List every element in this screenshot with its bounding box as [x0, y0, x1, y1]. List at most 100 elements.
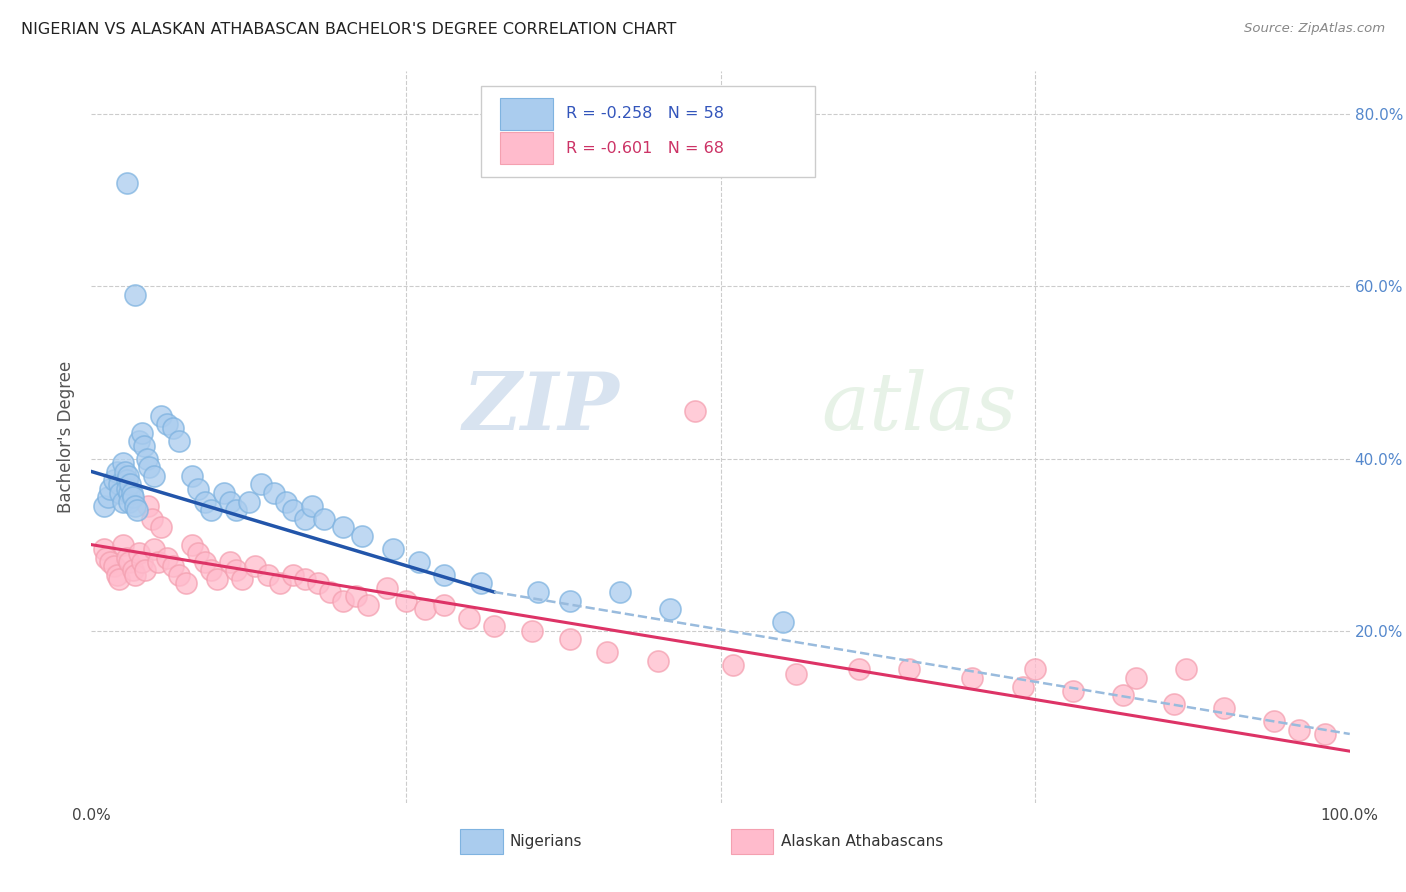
Point — [131, 425, 153, 440]
Point — [125, 503, 148, 517]
Point — [115, 176, 138, 190]
Point — [307, 576, 329, 591]
Point — [527, 585, 550, 599]
Point — [181, 538, 204, 552]
Point — [314, 512, 336, 526]
Point — [187, 482, 209, 496]
Point — [124, 499, 146, 513]
Point — [124, 567, 146, 582]
Point — [332, 520, 354, 534]
Point — [457, 611, 479, 625]
Point — [1212, 701, 1236, 715]
Point — [122, 564, 145, 578]
FancyBboxPatch shape — [501, 98, 553, 130]
Point — [108, 477, 131, 491]
Point — [146, 555, 169, 569]
Point — [124, 288, 146, 302]
Point — [105, 465, 128, 479]
Point — [231, 572, 253, 586]
Point — [194, 555, 217, 569]
Point — [375, 581, 398, 595]
Point — [120, 477, 142, 491]
Point — [395, 593, 418, 607]
Point — [122, 491, 145, 505]
Text: Source: ZipAtlas.com: Source: ZipAtlas.com — [1244, 22, 1385, 36]
Point — [1175, 662, 1198, 676]
Point — [143, 468, 166, 483]
Point — [294, 512, 316, 526]
Point — [169, 434, 191, 449]
Point — [276, 494, 298, 508]
Point — [156, 550, 179, 565]
Point — [1062, 684, 1084, 698]
Point — [433, 598, 456, 612]
Point — [181, 468, 204, 483]
Point — [141, 512, 163, 526]
Point — [200, 503, 222, 517]
Point — [117, 468, 139, 483]
Point — [685, 404, 707, 418]
Point — [115, 473, 138, 487]
Point — [1288, 723, 1310, 737]
Point — [134, 564, 156, 578]
Point — [596, 645, 619, 659]
Point — [408, 555, 430, 569]
Point — [350, 529, 373, 543]
Point — [772, 615, 794, 629]
Point — [187, 546, 209, 560]
Point — [225, 564, 247, 578]
Point — [294, 572, 316, 586]
Point — [256, 567, 278, 582]
Point — [785, 666, 807, 681]
Point — [111, 456, 134, 470]
Point — [243, 559, 266, 574]
Text: Nigerians: Nigerians — [509, 834, 582, 849]
Point — [118, 494, 141, 508]
Point — [433, 567, 456, 582]
Point — [121, 486, 143, 500]
Point — [1125, 671, 1147, 685]
Point — [93, 541, 115, 556]
Point — [131, 555, 153, 569]
Point — [470, 576, 492, 591]
Text: ZIP: ZIP — [463, 369, 620, 447]
Point — [138, 460, 160, 475]
Point — [96, 550, 118, 565]
Point — [169, 567, 191, 582]
Point — [114, 465, 136, 479]
Point — [98, 482, 121, 496]
Point — [1011, 680, 1033, 694]
Point — [212, 486, 235, 500]
Point — [558, 593, 581, 607]
Point — [218, 494, 240, 508]
FancyBboxPatch shape — [731, 830, 773, 854]
Point — [225, 503, 247, 517]
Point — [647, 654, 669, 668]
Point — [174, 576, 197, 591]
Text: R = -0.258   N = 58: R = -0.258 N = 58 — [565, 106, 724, 121]
Point — [110, 486, 132, 500]
Point — [520, 624, 543, 638]
Point — [319, 585, 342, 599]
Point — [194, 494, 217, 508]
Text: NIGERIAN VS ALASKAN ATHABASCAN BACHELOR'S DEGREE CORRELATION CHART: NIGERIAN VS ALASKAN ATHABASCAN BACHELOR'… — [21, 22, 676, 37]
Point — [93, 499, 115, 513]
Point — [263, 486, 285, 500]
Point — [659, 602, 682, 616]
Point — [413, 602, 436, 616]
Point — [609, 585, 631, 599]
Point — [1163, 697, 1185, 711]
FancyBboxPatch shape — [481, 86, 815, 178]
Point — [281, 567, 304, 582]
Point — [103, 473, 125, 487]
Point — [128, 434, 150, 449]
Point — [149, 409, 172, 423]
Point — [1313, 727, 1336, 741]
Point — [200, 564, 222, 578]
Point — [558, 632, 581, 647]
Point — [205, 572, 228, 586]
Point — [115, 550, 138, 565]
Point — [382, 541, 405, 556]
Point — [108, 572, 131, 586]
Point — [118, 555, 141, 569]
